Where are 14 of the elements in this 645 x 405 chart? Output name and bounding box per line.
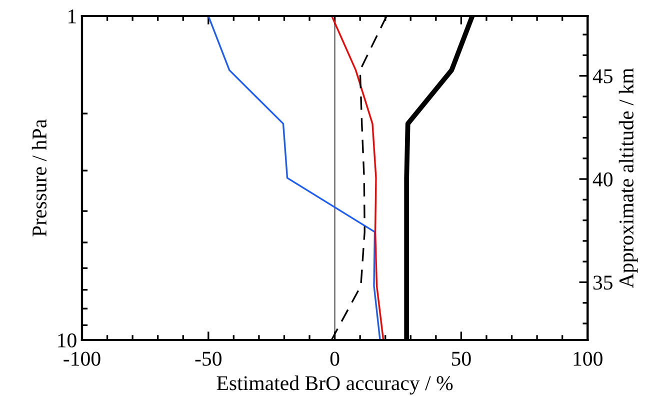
x-tick-label: 100 (574, 352, 602, 366)
y-tick-label: 10 (58, 333, 76, 348)
line-series (208, 16, 381, 340)
x-tick-label: -100 (64, 352, 100, 366)
y2-tick-label: 45 (592, 69, 612, 84)
y2-axis-title: Approximate altitude / km (618, 68, 638, 288)
y2-tick-label: 40 (592, 172, 612, 186)
y2-tick-label: 35 (593, 276, 612, 290)
x-axis-title: Estimated BrO accuracy / % (216, 376, 453, 395)
y-axis-title: Pressure / hPa (32, 119, 47, 236)
y-tick-label: 1 (68, 9, 76, 24)
x-tick-label: -50 (195, 352, 222, 366)
x-tick-label: 50 (452, 352, 471, 366)
x-tick-label: 0 (330, 352, 340, 366)
